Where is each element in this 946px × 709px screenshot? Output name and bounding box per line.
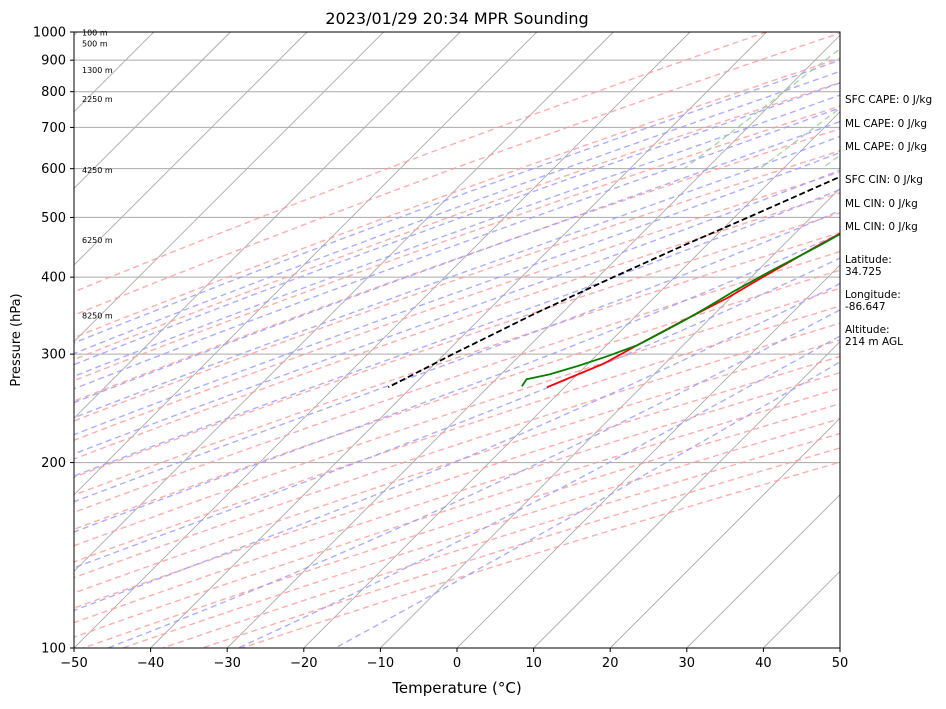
plot-frame [74, 32, 840, 648]
annotation-text: ML CIN: 0 J/kg [845, 198, 918, 210]
annotation-text: 214 m AGL [845, 336, 903, 348]
y-tick-label: 500 [41, 211, 66, 226]
x-tick-label: 50 [832, 656, 849, 671]
annotation-text: 34.725 [845, 266, 882, 278]
y-tick-label: 800 [41, 85, 66, 100]
x-tick-label: −50 [60, 656, 87, 671]
isotherm-line [0, 32, 230, 648]
x-tick-label: 40 [755, 656, 772, 671]
chart-title: 2023/01/29 20:34 MPR Sounding [325, 9, 588, 28]
x-tick-label: −30 [213, 656, 240, 671]
y-tick-label: 100 [41, 642, 66, 657]
y-tick-label: 200 [41, 456, 66, 471]
y-tick-label: 900 [41, 54, 66, 69]
y-axis-label: Pressure (hPa) [9, 293, 24, 386]
height-label: 4250 m [82, 166, 113, 175]
annotation-text: SFC CIN: 0 J/kg [845, 174, 923, 186]
isotherm-line [304, 32, 920, 648]
annotation-text: ML CIN: 0 J/kg [845, 221, 918, 233]
x-axis-label: Temperature (°C) [391, 679, 521, 697]
dry-adiabat-line [163, 32, 946, 648]
x-tick-label: −40 [137, 656, 164, 671]
y-tick-label: 600 [41, 162, 66, 177]
y-tick-label: 1000 [33, 26, 66, 41]
x-tick-label: 10 [525, 656, 542, 671]
height-label: 2250 m [82, 95, 113, 104]
y-tick-label: 300 [41, 348, 66, 363]
isotherm-line [0, 32, 1, 648]
isotherm-line [74, 32, 690, 648]
height-label: 8250 m [82, 312, 113, 321]
annotation-text: SFC CAPE: 0 J/kg [845, 94, 932, 106]
x-tick-label: −20 [290, 656, 317, 671]
annotation-text: ML CAPE: 0 J/kg [845, 141, 927, 153]
height-label: 1300 m [82, 66, 113, 75]
annotation-text: Longitude: [845, 289, 901, 301]
axes: −50 −40 −30 −20 −10 0 10 20 30 40 50 100 200 300 400 50… [33, 26, 932, 672]
annotation-text: Altitude: [845, 324, 890, 336]
y-tick-label: 400 [41, 271, 66, 286]
annotation-text: -86.647 [845, 301, 886, 313]
background-lines [0, 32, 946, 648]
height-label: 500 m [82, 39, 108, 48]
dry-adiabat-line [4, 32, 946, 648]
x-tick-label: 0 [453, 656, 461, 671]
mixing-ratio-line [684, 32, 862, 169]
x-tick-label: 30 [679, 656, 696, 671]
x-tick-label: 20 [602, 656, 619, 671]
x-tick-label: −10 [367, 656, 394, 671]
height-label: 100 m [82, 28, 108, 37]
dry-adiabat-line [0, 32, 767, 648]
height-label: 6250 m [82, 236, 113, 245]
annotation-text: Latitude: [845, 254, 892, 266]
isotherm-line [0, 32, 460, 648]
y-tick-label: 700 [41, 121, 66, 136]
annotation-text: ML CAPE: 0 J/kg [845, 118, 927, 130]
isotherm-line [227, 32, 843, 648]
dry-adiabat-line [123, 32, 946, 648]
